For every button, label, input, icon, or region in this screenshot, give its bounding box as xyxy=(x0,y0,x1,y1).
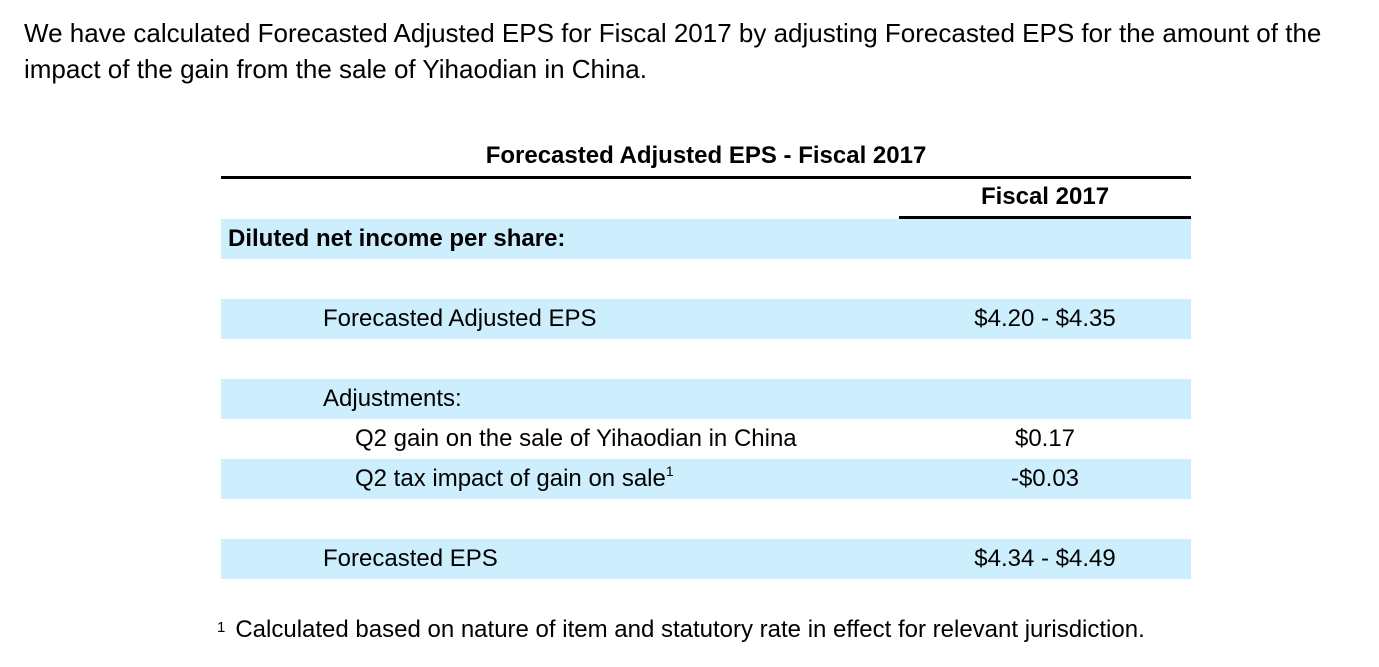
intro-paragraph: We have calculated Forecasted Adjusted E… xyxy=(24,18,1322,84)
table-row-q2-gain: Q2 gain on the sale of Yihaodian in Chin… xyxy=(221,419,1191,459)
column-header-fiscal-2017: Fiscal 2017 xyxy=(899,179,1191,219)
footnote-text: Calculated based on nature of item and s… xyxy=(235,616,1145,643)
row-label: Forecasted Adjusted EPS xyxy=(323,305,597,332)
row-label: Forecasted EPS xyxy=(323,545,498,572)
table-row-forecasted-eps: Forecasted EPS $4.34 - $4.49 xyxy=(221,539,1191,579)
footnote-reference: 1 xyxy=(665,463,674,479)
footnote: 1 Calculated based on nature of item and … xyxy=(217,612,1145,648)
row-value: $0.17 xyxy=(1014,425,1076,452)
table-row-spacer xyxy=(221,259,1191,299)
table-row-diluted-header: Diluted net income per share: xyxy=(221,219,1191,259)
eps-reconciliation-table: Forecasted Adjusted EPS - Fiscal 2017 Fi… xyxy=(221,138,1191,579)
table-row-forecasted-adjusted-eps: Forecasted Adjusted EPS $4.20 - $4.35 xyxy=(221,299,1191,339)
table-row-adjustments-header: Adjustments: xyxy=(221,379,1191,419)
table-row-q2-tax-impact: Q2 tax impact of gain on sale1 -$0.03 xyxy=(221,459,1191,499)
table-title: Forecasted Adjusted EPS - Fiscal 2017 xyxy=(221,138,1191,179)
row-value: $4.20 - $4.35 xyxy=(974,305,1116,332)
row-value: -$0.03 xyxy=(1010,465,1080,492)
row-label: Diluted net income per share: xyxy=(228,225,566,252)
footnote-mark: 1 xyxy=(217,619,226,636)
table-row-spacer xyxy=(221,339,1191,379)
row-value: $4.34 - $4.49 xyxy=(974,545,1116,572)
table-row-spacer xyxy=(221,499,1191,539)
row-label: Q2 tax impact of gain on sale1 xyxy=(221,463,899,493)
column-header-row: Fiscal 2017 xyxy=(221,179,1191,219)
row-label: Adjustments: xyxy=(323,385,462,412)
row-label: Q2 gain on the sale of Yihaodian in Chin… xyxy=(355,425,797,452)
row-label-text: Q2 tax impact of gain on sale xyxy=(355,465,666,492)
